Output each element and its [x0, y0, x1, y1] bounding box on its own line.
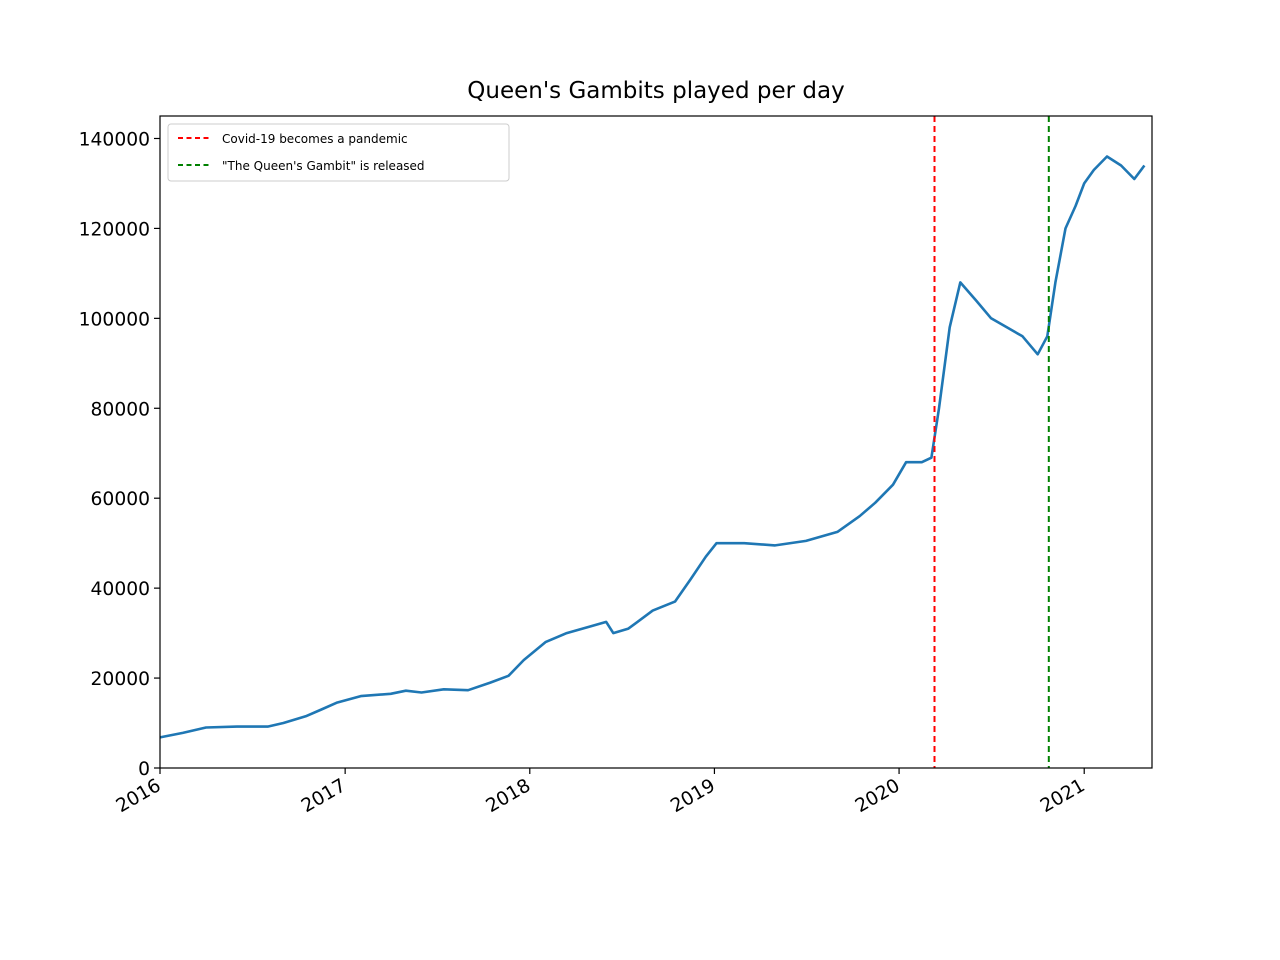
chart-title: Queen's Gambits played per day: [467, 78, 844, 104]
y-tick-label: 120000: [79, 219, 150, 240]
y-tick-label: 20000: [91, 669, 150, 690]
x-tick-label: 2016: [113, 775, 165, 817]
legend: Covid-19 becomes a pandemic "The Queen's…: [167, 123, 510, 182]
y-tick-label: 60000: [91, 489, 150, 510]
legend-label-covid: Covid-19 becomes a pandemic: [222, 132, 408, 146]
y-tick-label: 100000: [79, 309, 150, 330]
x-tick-label: 2021: [1037, 775, 1089, 817]
series-line-0: [159, 155, 1146, 739]
legend-box: [167, 123, 510, 182]
x-tick-label: 2019: [667, 775, 719, 817]
legend-label-release: "The Queen's Gambit" is released: [222, 159, 425, 173]
y-tick-label: 40000: [91, 579, 150, 600]
axes-frame: [159, 115, 1153, 769]
x-tick-label: 2018: [483, 775, 535, 817]
y-tick-label: 140000: [79, 129, 150, 150]
x-axis: 2016 2017 2018 2019 2020 2021: [113, 768, 1089, 817]
y-tick-label: 0: [138, 759, 150, 780]
x-tick-label: 2017: [298, 775, 350, 817]
y-tick-label: 80000: [91, 399, 150, 420]
x-tick-label: 2020: [852, 775, 904, 817]
plot-area: [159, 116, 1146, 768]
y-axis: 0 20000 40000 60000 80000 100000 120000 140000: [79, 129, 160, 780]
